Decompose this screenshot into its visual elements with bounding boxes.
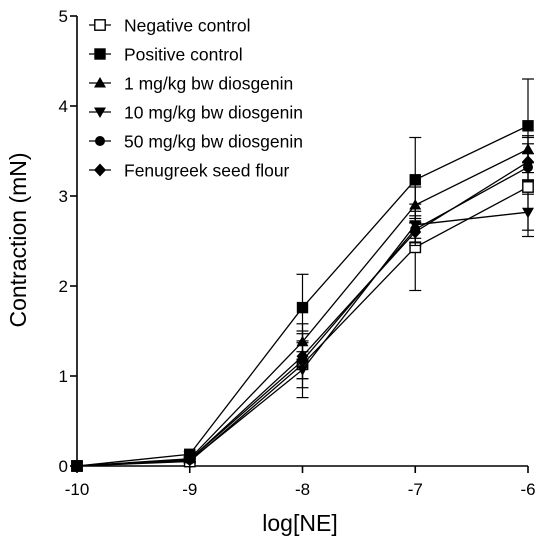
data-point — [409, 174, 421, 186]
legend-item: 1 mg/kg bw diosgenin — [89, 74, 293, 94]
series-5 — [71, 143, 534, 473]
y-axis-label: Contraction (mN) — [5, 152, 31, 327]
y-tick-label: 2 — [59, 277, 68, 296]
data-point — [522, 207, 534, 219]
legend-label: 10 mg/kg bw diosgenin — [124, 103, 303, 123]
y-tick-label: 4 — [59, 97, 68, 116]
y-tick-labels: 0 1 2 3 4 5 — [59, 7, 68, 476]
x-tick-labels: -10 -9 -8 -7 -6 — [65, 480, 536, 499]
series-layer — [71, 78, 534, 473]
legend-marker — [94, 19, 106, 31]
x-tick-label: -7 — [408, 480, 423, 499]
data-point — [296, 301, 309, 314]
data-point — [409, 199, 422, 210]
legend-label: 1 mg/kg bw diosgenin — [124, 74, 293, 94]
data-point — [71, 459, 83, 473]
legend-label: Negative control — [124, 16, 250, 36]
data-point — [183, 453, 196, 467]
x-tick-label: -9 — [182, 480, 197, 499]
x-tick-label: -6 — [520, 480, 535, 499]
data-point — [296, 349, 309, 363]
legend-item: Positive control — [89, 45, 243, 65]
legend-item: 10 mg/kg bw diosgenin — [89, 103, 303, 123]
data-point — [409, 225, 422, 239]
legend-label: Fenugreek seed flour — [124, 161, 290, 181]
legend-marker — [94, 163, 106, 177]
data-point — [522, 155, 534, 169]
legend-marker — [94, 48, 106, 60]
y-tick-label: 0 — [59, 457, 68, 476]
data-point — [522, 181, 534, 193]
x-tick-label: -8 — [295, 480, 310, 499]
legend-marker — [94, 107, 106, 118]
y-tick-label: 3 — [59, 187, 68, 206]
x-tick-label: -10 — [65, 480, 90, 499]
legend-label: Positive control — [124, 45, 243, 65]
legend: Negative control Positive control 1 mg/kg … — [89, 16, 303, 181]
legend-item: 50 mg/kg bw diosgenin — [89, 132, 303, 152]
legend-item: Fenugreek seed flour — [89, 161, 290, 181]
legend-marker — [95, 136, 105, 146]
data-point — [522, 120, 534, 132]
x-axis-label: log[NE] — [262, 510, 337, 536]
legend-marker — [94, 77, 106, 88]
legend-item: Negative control — [89, 16, 250, 36]
axes — [70, 15, 529, 473]
y-tick-label: 1 — [59, 367, 68, 386]
legend-label: 50 mg/kg bw diosgenin — [124, 132, 303, 152]
y-tick-label: 5 — [59, 7, 68, 26]
